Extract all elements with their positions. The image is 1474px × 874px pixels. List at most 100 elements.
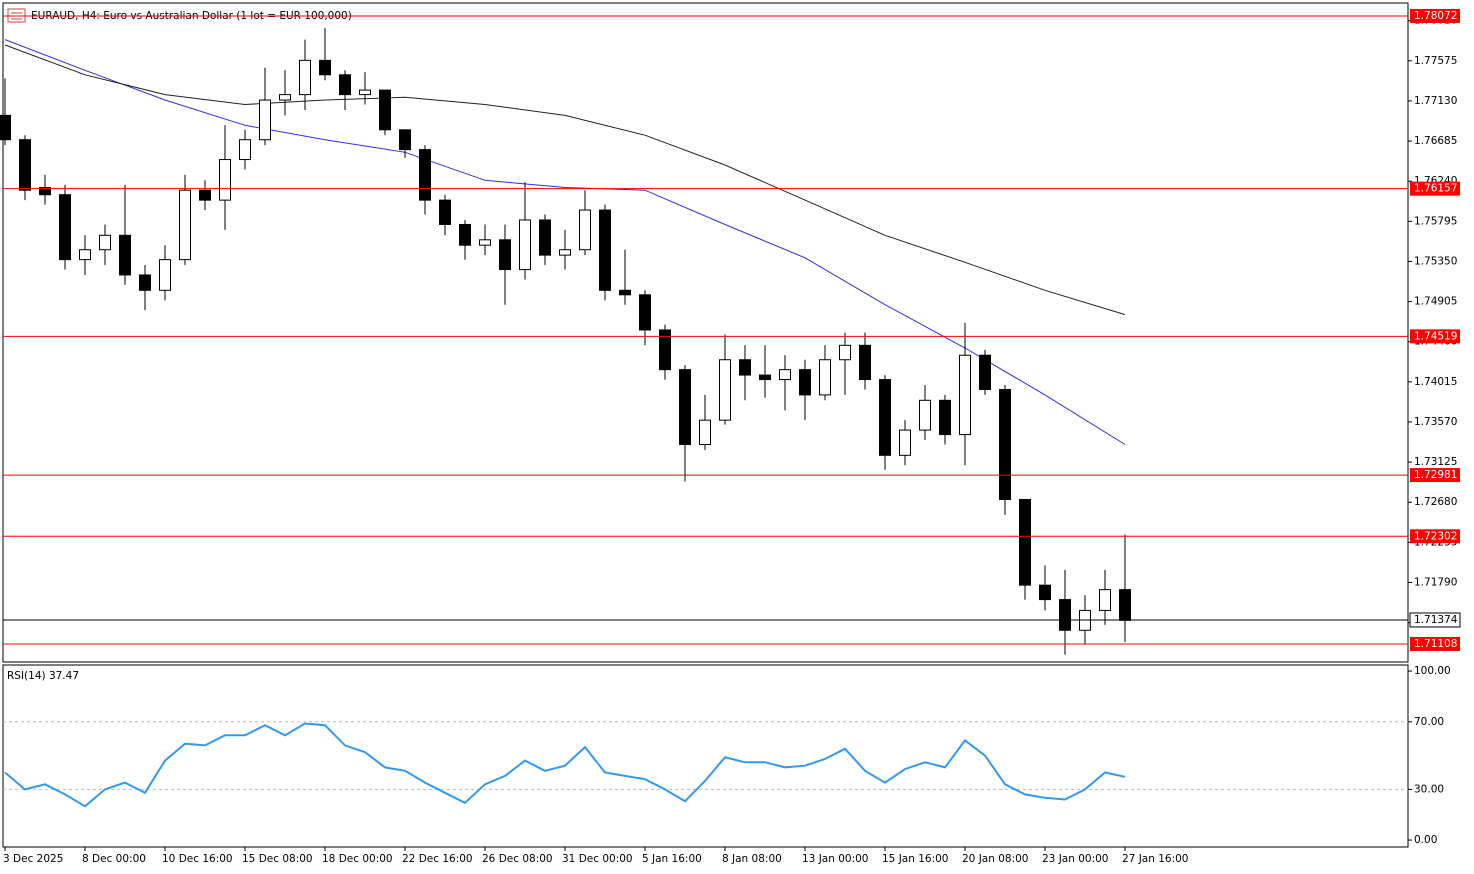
level-tag bbox=[1410, 329, 1460, 344]
candle-body bbox=[319, 59, 331, 76]
x-tick-label: 15 Dec 08:00 bbox=[242, 853, 313, 865]
candle-body bbox=[399, 129, 411, 151]
x-tick-label: 3 Dec 2025 bbox=[3, 853, 63, 865]
candle-body bbox=[719, 359, 731, 421]
candle-body bbox=[519, 219, 531, 271]
candle-body bbox=[579, 209, 591, 251]
candle-body bbox=[199, 189, 211, 201]
x-tick-label: 15 Jan 16:00 bbox=[882, 853, 948, 865]
rsi-line bbox=[4, 722, 1126, 808]
x-tick-label: 18 Dec 00:00 bbox=[322, 853, 393, 865]
current-price-tag bbox=[1409, 612, 1461, 628]
x-tick-label: 27 Jan 16:00 bbox=[1122, 853, 1188, 865]
candle-body bbox=[339, 74, 351, 96]
candle-body bbox=[859, 344, 871, 381]
level-label: 1.74519 bbox=[1414, 330, 1457, 342]
candle-body bbox=[1119, 589, 1131, 621]
candle-body bbox=[159, 259, 171, 291]
candle-body bbox=[1019, 499, 1031, 586]
candle-body bbox=[279, 94, 291, 101]
y-tick-label: 1.77130 bbox=[1414, 95, 1457, 107]
candle-body bbox=[1039, 584, 1051, 601]
candle-body bbox=[599, 209, 611, 291]
candle-body bbox=[839, 344, 851, 361]
price-panel bbox=[2, 2, 1409, 663]
y-tick-label: 1.77575 bbox=[1414, 55, 1457, 67]
candle-body bbox=[939, 399, 951, 436]
candle-body bbox=[539, 219, 551, 256]
candle-body bbox=[819, 359, 831, 396]
candle-body bbox=[259, 99, 271, 141]
candle-body bbox=[659, 329, 671, 371]
level-label: 1.72981 bbox=[1414, 469, 1457, 481]
x-tick-label: 5 Jan 16:00 bbox=[642, 853, 702, 865]
candle-body bbox=[219, 159, 231, 201]
candle-body bbox=[779, 369, 791, 381]
candle-body bbox=[619, 289, 631, 296]
y-tick-label: 1.71790 bbox=[1414, 576, 1457, 588]
candle-body bbox=[759, 374, 771, 381]
candle-body bbox=[899, 429, 911, 456]
x-tick-label: 20 Jan 08:00 bbox=[962, 853, 1028, 865]
x-tick-label: 8 Dec 00:00 bbox=[82, 853, 146, 865]
candle-body bbox=[39, 186, 51, 196]
candle-body bbox=[679, 369, 691, 445]
candle-body bbox=[739, 359, 751, 376]
candle-body bbox=[439, 199, 451, 225]
y-tick-label: 1.75795 bbox=[1414, 215, 1457, 227]
candle-body bbox=[299, 59, 311, 96]
level-tag bbox=[1410, 636, 1460, 651]
moving-average bbox=[4, 39, 1126, 445]
candle-body bbox=[359, 89, 371, 96]
y-tick-label: 1.74015 bbox=[1414, 376, 1457, 388]
candle-body bbox=[699, 419, 711, 445]
x-tick-label: 23 Jan 00:00 bbox=[1042, 853, 1108, 865]
y-tick-label: 1.74905 bbox=[1414, 296, 1457, 308]
candle-body bbox=[799, 369, 811, 396]
candle-body bbox=[419, 149, 431, 201]
moving-average bbox=[4, 44, 1126, 316]
x-tick-label: 26 Dec 08:00 bbox=[482, 853, 553, 865]
level-tag bbox=[1410, 529, 1460, 544]
level-tag bbox=[1410, 468, 1460, 483]
level-label: 1.78072 bbox=[1414, 10, 1457, 22]
y-tick-label: 100.00 bbox=[1414, 665, 1451, 677]
y-tick-label: 1.73125 bbox=[1414, 456, 1457, 468]
candle-body bbox=[459, 223, 471, 246]
candle-body bbox=[239, 139, 251, 161]
rsi-title: RSI(14) 37.47 bbox=[7, 670, 79, 682]
candle-body bbox=[379, 89, 391, 131]
x-tick-label: 31 Dec 00:00 bbox=[562, 853, 633, 865]
candle-body bbox=[79, 249, 91, 261]
candle-body bbox=[959, 354, 971, 436]
candle-body bbox=[559, 249, 571, 256]
candle-body bbox=[499, 239, 511, 271]
x-tick-label: 22 Dec 16:00 bbox=[402, 853, 473, 865]
candle-body bbox=[879, 379, 891, 456]
candle-body bbox=[979, 354, 991, 390]
candle-body bbox=[179, 189, 191, 261]
candle-body bbox=[59, 194, 71, 261]
y-tick-label: 1.76685 bbox=[1414, 135, 1457, 147]
candle-body bbox=[139, 274, 151, 291]
candle-body bbox=[119, 234, 131, 276]
x-tick-label: 10 Dec 16:00 bbox=[162, 853, 233, 865]
level-label: 1.72302 bbox=[1414, 530, 1457, 542]
candle-body bbox=[0, 114, 11, 141]
y-tick-label: 1.73570 bbox=[1414, 416, 1457, 428]
level-tag bbox=[1410, 8, 1460, 23]
candle-body bbox=[639, 294, 651, 331]
y-tick-label: 1.72680 bbox=[1414, 496, 1457, 508]
level-tag bbox=[1410, 181, 1460, 196]
candle-body bbox=[1099, 589, 1111, 611]
level-label: 1.76157 bbox=[1414, 183, 1457, 195]
rsi-panel bbox=[2, 664, 1409, 848]
level-label: 1.71108 bbox=[1414, 638, 1457, 650]
candle-body bbox=[1059, 599, 1071, 631]
x-tick-label: 13 Jan 00:00 bbox=[802, 853, 868, 865]
y-tick-label: 30.00 bbox=[1414, 783, 1444, 795]
candle-body bbox=[19, 139, 31, 191]
candle-body bbox=[479, 239, 491, 246]
candle-body bbox=[99, 234, 111, 251]
